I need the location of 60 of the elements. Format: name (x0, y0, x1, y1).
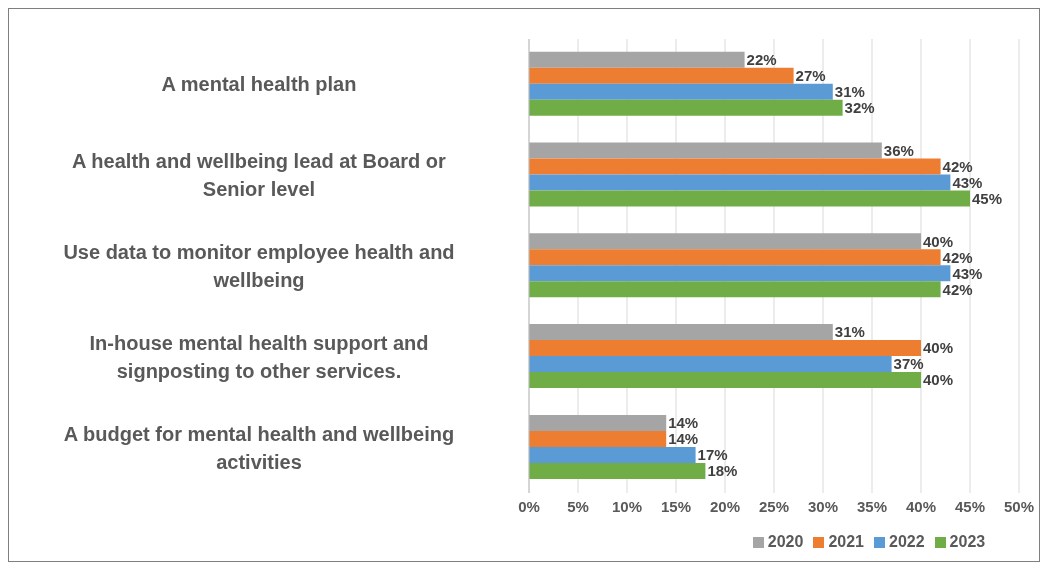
legend-label: 2022 (889, 533, 925, 550)
bar (529, 414, 667, 431)
bar (529, 340, 921, 357)
y-tick-label: A health and wellbeing lead at Board or Senior level (72, 150, 447, 201)
x-tick-label: 10% (611, 497, 643, 515)
bar (529, 249, 941, 266)
data-label: 40% (923, 232, 954, 250)
bar (529, 430, 667, 447)
bar (529, 446, 696, 463)
bar (529, 158, 941, 175)
y-tick-label: In-house mental health support and signposting to other services. (89, 331, 429, 382)
x-tick-label: 0% (518, 497, 540, 515)
bar (529, 265, 951, 282)
data-label: 14% (668, 430, 699, 448)
bar (529, 324, 833, 341)
data-label: 18% (707, 462, 738, 480)
bar (529, 462, 706, 479)
x-tick-label: 50% (1003, 497, 1035, 515)
data-label: 27% (795, 67, 826, 85)
data-label: 42% (942, 280, 973, 298)
y-tick-label: A mental health plan (161, 73, 357, 96)
data-label: 45% (972, 189, 1003, 207)
legend-label: 2021 (828, 533, 864, 550)
data-label: 36% (883, 141, 914, 159)
x-tick-label: 30% (807, 497, 839, 515)
y-tick-label: Use data to monitor employee health and wellbeing (63, 241, 455, 291)
data-label: 32% (844, 99, 875, 117)
bar (529, 83, 833, 100)
bar (529, 233, 921, 250)
data-label: 31% (834, 83, 865, 101)
x-tick-label: 5% (567, 497, 589, 515)
bar (529, 356, 892, 373)
bar (529, 67, 794, 84)
bar (529, 51, 745, 68)
bar (529, 190, 970, 207)
bar (529, 281, 941, 298)
bar (529, 372, 921, 389)
data-label: 42% (942, 157, 973, 175)
bar (529, 174, 951, 191)
x-tick-label: 20% (709, 497, 741, 515)
x-tick-label: 15% (660, 497, 692, 515)
legend-label: 2023 (949, 533, 986, 550)
x-tick-label: 45% (954, 497, 986, 515)
data-label: 14% (668, 414, 699, 432)
x-tick-label: 35% (856, 497, 888, 515)
data-label: 43% (952, 264, 983, 282)
x-tick-label: 25% (758, 497, 790, 515)
data-label: 22% (746, 51, 777, 69)
legend-label: 2020 (767, 533, 804, 550)
data-label: 37% (893, 355, 924, 373)
x-tick-label: 40% (905, 497, 937, 515)
data-label: 40% (923, 339, 954, 357)
data-label: 42% (942, 248, 973, 266)
y-tick-label: A budget for mental health and wellbeing activities (63, 422, 455, 473)
bar (529, 99, 843, 116)
bar (529, 142, 882, 159)
data-label: 43% (952, 173, 983, 191)
data-label: 40% (923, 371, 954, 389)
data-label: 31% (834, 323, 865, 341)
data-label: 17% (697, 446, 728, 464)
